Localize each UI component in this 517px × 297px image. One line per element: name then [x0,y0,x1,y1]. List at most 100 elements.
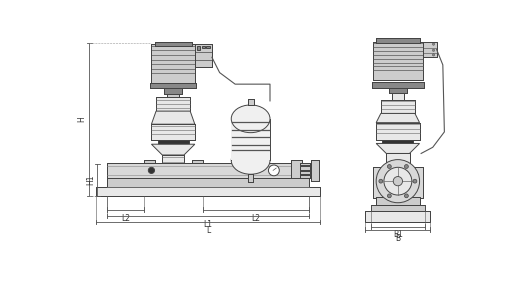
Bar [107,178,309,187]
Text: L: L [206,226,210,235]
Bar [376,38,420,43]
Bar [381,99,415,113]
Text: H: H [78,117,86,122]
Bar [156,97,190,111]
Bar [300,163,310,178]
Bar [373,42,423,80]
Circle shape [432,43,435,45]
Circle shape [268,165,279,176]
Bar [107,163,309,178]
Bar [291,159,302,181]
Bar [151,124,195,140]
Bar [386,154,409,167]
Bar [158,140,189,144]
Bar [371,205,425,211]
Bar [206,46,209,48]
Circle shape [393,176,403,186]
Bar [291,159,302,181]
Bar [197,46,200,50]
Bar [248,99,254,105]
Bar [162,155,184,169]
Bar [107,178,309,187]
Bar [151,124,195,140]
Bar [107,163,309,178]
Bar [192,159,203,181]
Bar [150,83,196,88]
Text: L2: L2 [251,214,260,222]
Bar [155,42,192,46]
Bar [156,97,190,111]
Bar [248,174,253,182]
Bar [195,44,212,67]
Bar [373,167,423,198]
Bar [423,42,437,57]
Bar [248,99,254,105]
Bar [151,44,195,84]
Bar [392,93,404,99]
Bar [373,42,423,80]
Bar [300,163,310,178]
Circle shape [376,159,420,203]
Bar [162,155,184,169]
Bar [423,42,437,57]
Circle shape [404,165,408,168]
Bar [164,88,183,94]
Ellipse shape [231,146,270,174]
Bar [150,83,196,88]
Bar [203,174,212,176]
Bar [311,159,319,181]
Bar [195,44,212,67]
Bar [248,163,253,174]
Bar [158,140,189,144]
Circle shape [148,167,155,173]
Bar [372,82,424,88]
Bar [155,42,192,46]
Text: L2: L2 [121,214,130,222]
Bar [203,170,212,171]
Bar [389,88,407,93]
Bar [366,211,431,222]
Bar [376,197,420,205]
Bar [202,46,205,48]
Polygon shape [151,111,195,124]
Bar [151,44,195,84]
Bar [164,88,183,94]
Text: H1: H1 [86,175,95,185]
Bar [376,38,420,43]
Bar [134,174,144,176]
Bar [376,197,420,205]
Bar [383,140,414,143]
Bar [134,163,144,178]
Bar [96,187,321,196]
Circle shape [379,179,383,183]
Bar [386,154,409,167]
Bar [192,159,203,181]
Bar [167,94,179,98]
Bar [203,165,212,166]
Bar [383,140,414,143]
Bar [134,163,144,178]
Bar [366,211,431,222]
Bar [300,170,310,171]
Bar [373,167,423,198]
Polygon shape [376,113,420,123]
Bar [300,165,310,166]
Bar [376,123,420,140]
Bar [231,119,270,160]
Bar [372,82,424,88]
Bar [134,165,144,166]
Bar [248,174,253,182]
Bar [144,159,155,181]
Bar [167,94,179,98]
Text: B1: B1 [393,230,403,239]
Bar [371,205,425,211]
Bar [203,163,212,178]
Bar [300,174,310,176]
Circle shape [387,194,391,198]
Bar [96,187,321,196]
Bar [392,93,404,99]
Bar [203,163,212,178]
Circle shape [404,194,408,198]
Text: B: B [396,233,401,243]
Circle shape [413,179,417,183]
